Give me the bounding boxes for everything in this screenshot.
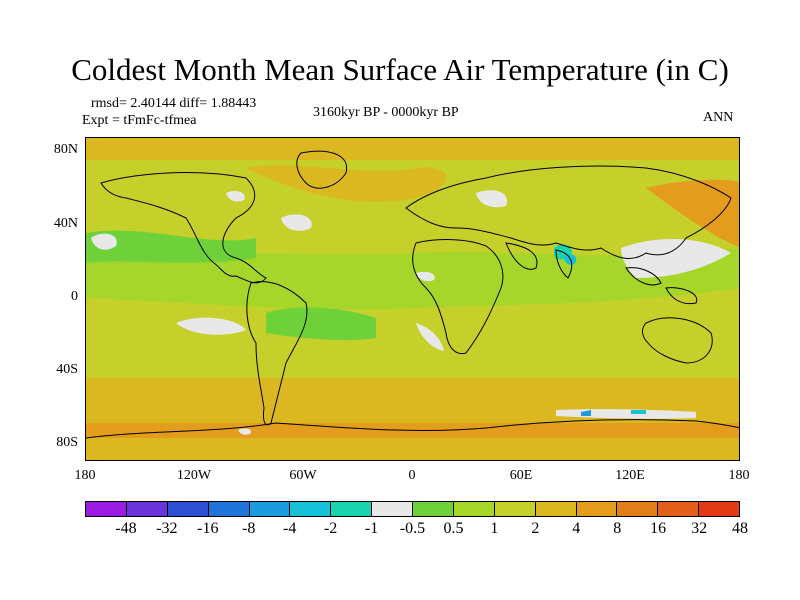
colorbar-label: 16 [650,520,667,537]
patch-white-6 [416,323,444,351]
x-tick-180w: 180 [74,468,96,483]
colorbar-label: -4 [283,520,297,537]
colorbar-label: 4 [572,520,581,537]
patch-white-1 [91,233,117,250]
season-text: ANN [703,110,734,125]
colorbar-swatch [413,502,454,516]
colorbar-label: -32 [156,520,178,537]
colorbar-swatch [290,502,332,516]
x-tick-120w: 120W [176,468,212,483]
coastlines [86,150,739,439]
patch-white-5 [176,317,246,335]
field-south-band [86,378,739,460]
colorbar-label: -48 [115,520,137,537]
field-north-band [86,138,739,160]
colorbar-label: 48 [732,520,748,537]
map-title: Coldest Month Mean Surface Air Temperatu… [71,52,729,87]
colorbar-label: 1 [490,520,499,537]
y-tick-40s: 40S [56,362,78,377]
colorbar-label: 0.5 [443,520,464,537]
y-tick-0: 0 [71,289,78,304]
colorbar-swatch [535,502,577,516]
colorbar-swatch [658,502,700,516]
colorbar-swatch [372,502,413,516]
temperature-map [85,137,740,461]
patch-white-4 [226,190,245,202]
colorbar-label: -1 [364,520,379,537]
colorbar-swatch [494,502,536,516]
field-tropics-green [86,248,739,310]
period-text: 3160kyr BP - 0000kyr BP [313,105,459,120]
y-tick-80s: 80S [56,435,78,450]
field-northwest-pacific [646,179,739,248]
colorbar-swatch [126,502,168,516]
x-tick-60w: 60W [289,468,317,483]
map-canvas [86,138,739,460]
colorbar-label: 32 [691,520,708,537]
x-tick-180e: 180 [728,468,750,483]
patch-white-8 [416,271,435,282]
field-south-atlantic-green [266,307,376,341]
stats-text: rmsd= 2.40144 diff= 1.88443 [91,96,257,111]
colorbar-swatch [208,502,250,516]
colorbar-label: -2 [323,520,338,537]
colorbar-label: 8 [613,520,622,537]
colorbar-swatch [331,502,373,516]
colorbar-label: 2 [531,520,540,537]
colorbar-label: -8 [242,520,256,537]
colorbar-swatch [699,502,739,516]
colorbar-label: -0.5 [399,520,426,537]
colorbar-swatch [86,502,127,516]
y-tick-40n: 40N [53,216,78,231]
patch-cyan-3 [581,410,591,416]
patch-white-7 [621,238,731,278]
expt-text: Expt = tFmFc-tfmea [82,113,197,128]
patch-white-2 [281,214,312,231]
colorbar [85,501,740,517]
colorbar-swatch [576,502,618,516]
x-tick-120e: 120E [615,468,645,483]
patch-white-9 [238,428,252,435]
x-tick-60e: 60E [509,468,533,483]
colorbar-label: -16 [197,520,219,537]
colorbar-swatch [617,502,659,516]
patch-white-3 [476,190,507,208]
colorbar-swatch [167,502,209,516]
field-north-atlantic [246,165,447,202]
field-north-pacific-green [86,230,256,263]
colorbar-swatch [453,502,495,516]
x-tick-0: 0 [408,468,416,483]
colorbar-swatch [249,502,291,516]
patch-cyan-4 [631,410,646,414]
y-tick-80n: 80N [53,142,78,157]
